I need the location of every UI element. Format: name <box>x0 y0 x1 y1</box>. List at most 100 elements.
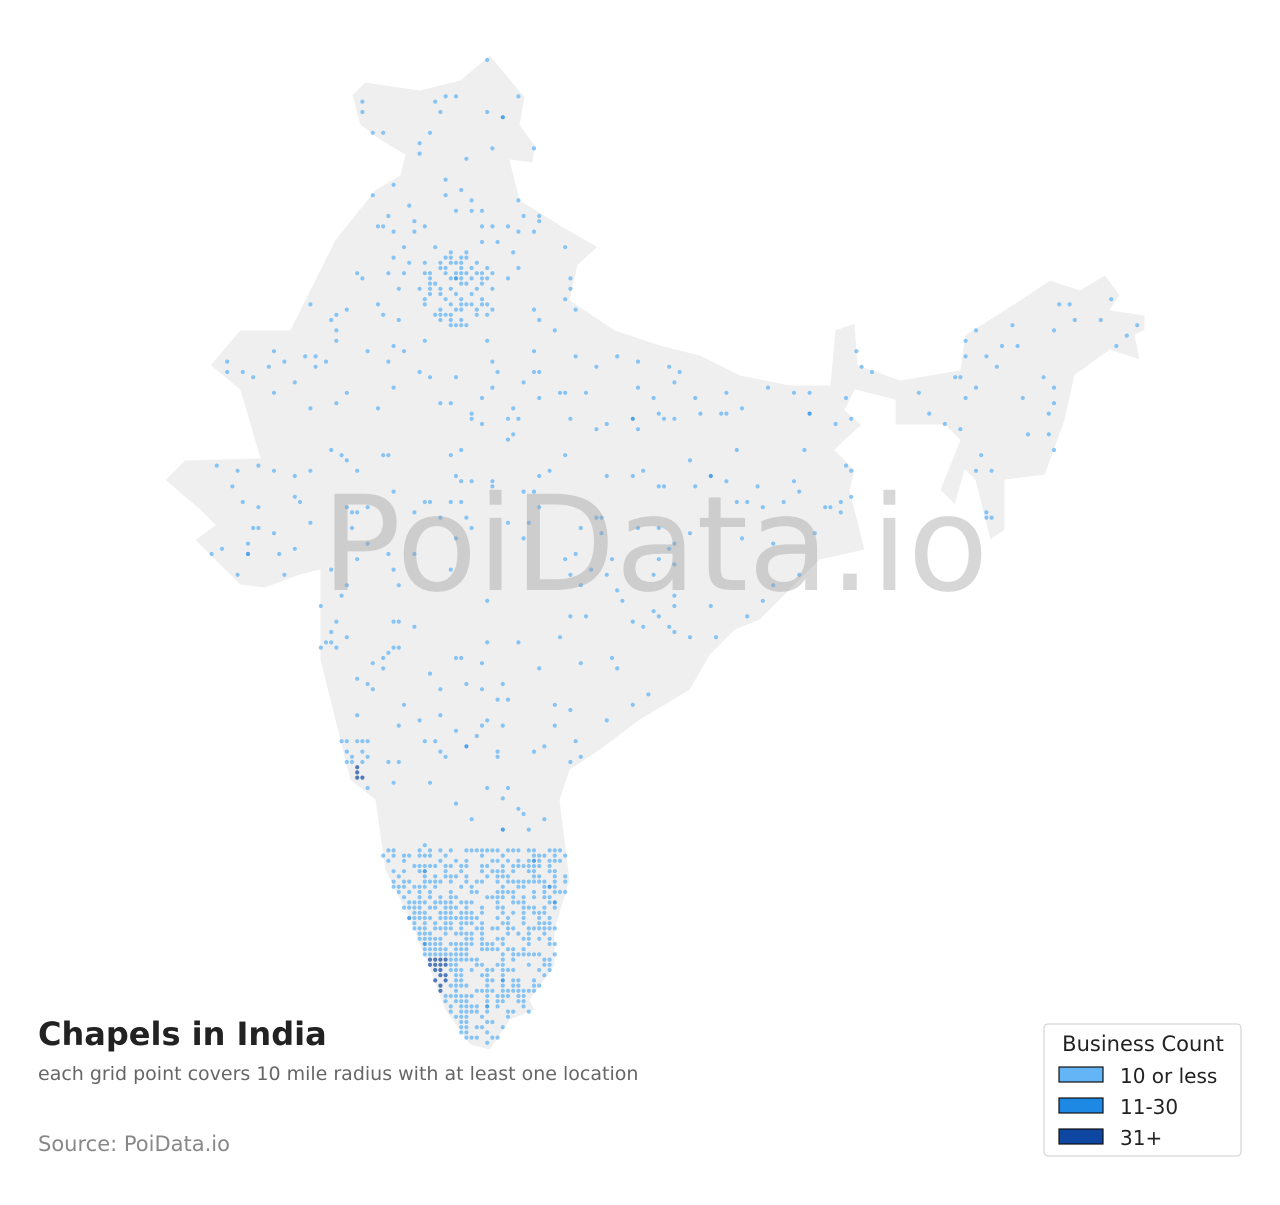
grid-point <box>375 224 381 229</box>
grid-point <box>469 967 474 973</box>
grid-point <box>1051 401 1057 406</box>
grid-point <box>459 926 464 931</box>
grid-point <box>443 921 448 926</box>
grid-point <box>765 385 771 390</box>
grid-point <box>438 983 443 988</box>
grid-point <box>495 879 500 884</box>
grid-point <box>531 858 537 863</box>
grid-point <box>453 905 459 910</box>
grid-point <box>412 624 417 629</box>
grid-point <box>349 754 355 759</box>
grid-point <box>448 312 453 317</box>
grid-point <box>505 988 511 993</box>
grid-point <box>464 744 469 749</box>
grid-point <box>448 926 453 931</box>
grid-point <box>459 910 464 915</box>
grid-point <box>365 739 370 744</box>
grid-point <box>672 593 677 598</box>
grid-point <box>412 219 417 224</box>
grid-point <box>511 432 516 437</box>
grid-point <box>485 302 490 307</box>
grid-point <box>474 962 479 967</box>
grid-point <box>557 889 563 895</box>
grid-point <box>427 375 433 380</box>
grid-point <box>459 1009 464 1014</box>
grid-point <box>505 931 511 936</box>
grid-point <box>672 380 677 385</box>
grid-point <box>427 281 433 286</box>
grid-point <box>438 109 443 115</box>
grid-point <box>396 317 401 323</box>
grid-point <box>381 312 386 317</box>
grid-point <box>485 598 490 603</box>
grid-point <box>360 739 365 744</box>
grid-point <box>407 879 412 884</box>
grid-point <box>438 312 443 317</box>
grid-point <box>469 1004 474 1009</box>
grid-point <box>448 848 453 853</box>
grid-point <box>1051 328 1057 333</box>
grid-point <box>984 510 989 515</box>
grid-point <box>687 458 693 463</box>
grid-point <box>490 479 495 484</box>
grid-point <box>547 926 552 931</box>
grid-point <box>433 941 438 947</box>
grid-point <box>407 203 412 208</box>
grid-point <box>511 947 516 952</box>
grid-point <box>391 567 396 572</box>
grid-point <box>526 962 531 967</box>
grid-point <box>687 531 693 536</box>
grid-point <box>464 1030 469 1035</box>
grid-point <box>469 291 474 297</box>
grid-point <box>417 926 422 931</box>
grid-point <box>448 302 453 307</box>
grid-point <box>422 271 427 276</box>
grid-point <box>464 681 469 687</box>
grid-point <box>422 297 427 302</box>
grid-point <box>407 853 412 858</box>
grid-point <box>459 941 464 947</box>
grid-point <box>490 848 495 853</box>
grid-point <box>693 395 698 401</box>
grid-point <box>464 957 469 962</box>
grid-point <box>500 978 505 983</box>
grid-point <box>495 915 500 921</box>
grid-point <box>344 759 349 765</box>
grid-point <box>526 827 531 832</box>
grid-point <box>989 515 994 520</box>
grid-point <box>531 853 537 858</box>
grid-point <box>381 655 386 661</box>
grid-point <box>453 931 459 936</box>
grid-point <box>495 869 500 874</box>
grid-point <box>485 338 490 343</box>
grid-point <box>531 848 537 853</box>
grid-point <box>453 728 459 733</box>
grid-point <box>479 926 485 931</box>
grid-point <box>479 921 485 926</box>
grid-point <box>516 94 521 99</box>
grid-point <box>438 848 443 853</box>
grid-point <box>417 869 422 874</box>
grid-point <box>459 265 464 271</box>
grid-point <box>407 915 412 921</box>
grid-point <box>547 967 552 973</box>
grid-point <box>531 749 537 754</box>
grid-point <box>485 1019 490 1025</box>
grid-point <box>365 541 370 546</box>
grid-point <box>526 905 531 910</box>
grid-point <box>495 874 500 879</box>
grid-point <box>427 853 433 858</box>
grid-point <box>438 515 443 520</box>
grid-point <box>375 406 381 411</box>
grid-point <box>355 676 360 681</box>
grid-point <box>578 525 583 531</box>
grid-point <box>422 952 427 957</box>
grid-point <box>984 354 989 359</box>
grid-point <box>724 390 729 395</box>
grid-point <box>542 931 547 936</box>
grid-point <box>448 260 453 265</box>
grid-point <box>438 962 443 967</box>
grid-point <box>490 385 495 390</box>
grid-point <box>490 947 495 952</box>
grid-point <box>635 525 641 531</box>
